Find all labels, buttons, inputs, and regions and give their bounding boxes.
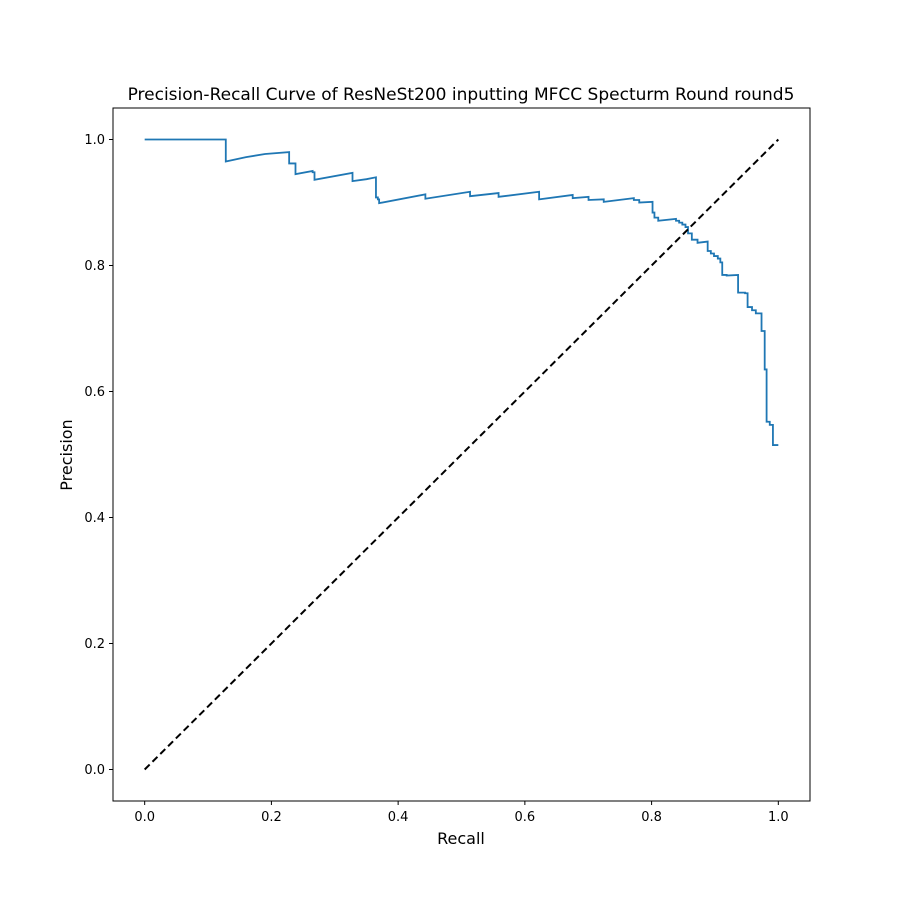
x-tick-label: 0.0 (134, 810, 155, 825)
y-tick-label: 1.0 (84, 133, 105, 148)
x-tick-label: 1.0 (768, 810, 789, 825)
x-ticks: 0.0 0.2 0.4 0.6 0.8 1.0 (134, 801, 789, 825)
x-tick-label: 0.8 (641, 810, 662, 825)
x-axis-label: Recall (437, 829, 485, 848)
y-tick-label: 0.0 (84, 763, 105, 778)
axes-frame (112, 107, 811, 802)
x-tick-label: 0.6 (515, 810, 536, 825)
plot-area (112, 107, 811, 802)
y-tick-label: 0.6 (84, 385, 105, 400)
baseline-diagonal-line (143, 138, 780, 771)
pr-curve-line (144, 138, 779, 446)
series-layer (143, 138, 780, 771)
y-tick-label: 0.4 (84, 511, 105, 526)
x-tick-label: 0.2 (261, 810, 282, 825)
chart-title: Precision-Recall Curve of ResNeSt200 inp… (128, 85, 795, 105)
y-tick-label: 0.2 (84, 637, 105, 652)
x-tick-label: 0.4 (388, 810, 409, 825)
y-axis-label: Precision (57, 419, 76, 490)
y-tick-label: 0.8 (84, 259, 105, 274)
y-ticks: 0.0 0.2 0.4 0.6 0.8 1.0 (84, 133, 113, 778)
